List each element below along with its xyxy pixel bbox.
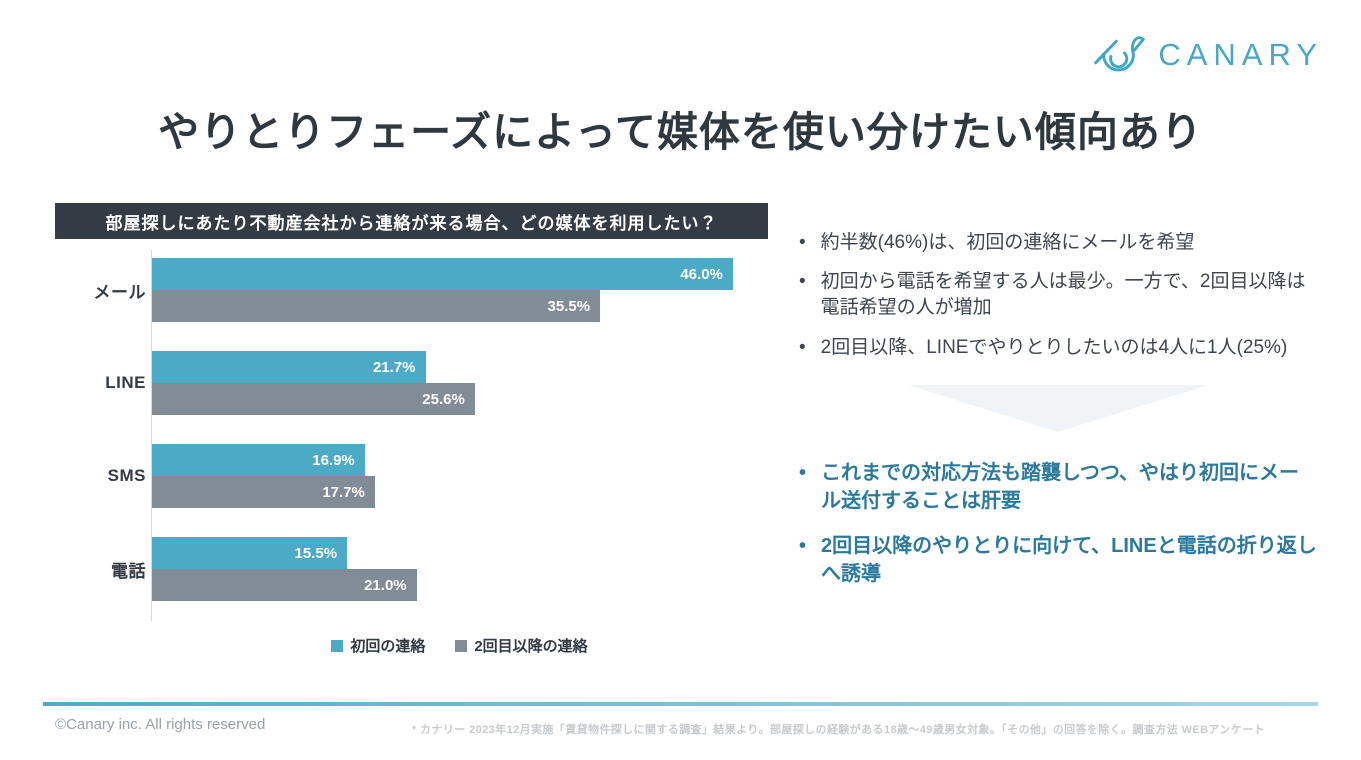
chart-row-mail: メール 46.0% 35.5% <box>55 258 768 322</box>
bullet-icon: • <box>799 232 806 253</box>
bar-value-label: 16.9% <box>312 451 355 469</box>
bar-followup-contact: 21.0% <box>151 569 417 601</box>
category-label: メール <box>93 282 146 302</box>
legend-label: 初回の連絡 <box>350 638 426 655</box>
bullet-icon: • <box>799 534 807 557</box>
category-label: LINE <box>105 373 146 392</box>
survey-note: * カナリー 2023年12月実施「賃貸物件探しに関する調査」結果より。部屋探し… <box>411 724 1265 736</box>
observation-text: 約半数(46%)は、初回の連絡にメールを希望 <box>820 232 1195 253</box>
bar-first-contact: 15.5% <box>151 537 348 569</box>
chart-plot-area: メール 46.0% 35.5% LINE 21.7% 25.6% SMS 16.… <box>55 250 768 621</box>
legend-swatch-icon <box>455 639 468 652</box>
chart-row-sms: SMS 16.9% 17.7% <box>55 444 768 508</box>
action-list: • これまでの対応方法も踏襲しつつ、やはり初回にメール送付することは肝要 • 2… <box>799 459 1317 588</box>
insights-panel: • 約半数(46%)は、初回の連絡にメールを希望 • 初回から電話を希望する人は… <box>799 230 1317 605</box>
observation-item: • 約半数(46%)は、初回の連絡にメールを希望 <box>799 230 1317 256</box>
action-item: • 2回目以降のやりとりに向けて、LINEと電話の折り返しへ誘導 <box>799 532 1317 588</box>
footer-divider <box>43 702 1318 706</box>
bar-value-label: 15.5% <box>294 544 338 562</box>
bar-value-label: 17.7% <box>322 483 365 501</box>
bullet-icon: • <box>799 336 806 358</box>
legend-label: 2回目以降の連絡 <box>474 638 588 655</box>
bar-value-label: 21.0% <box>364 576 407 594</box>
legend-item-first-contact: 初回の連絡 <box>331 635 425 656</box>
chart-legend: 初回の連絡 2回目以降の連絡 <box>151 635 768 656</box>
action-text: これまでの対応方法も踏襲しつつ、やはり初回にメール送付することは肝要 <box>821 461 1300 512</box>
observation-item: • 2回目以降、LINEでやりとりしたいのは4人に1人(25%) <box>799 335 1317 361</box>
bullet-icon: • <box>799 461 807 484</box>
bird-icon <box>1092 28 1146 81</box>
chart-question-header: 部屋探しにあたり不動産会社から連絡が来る場合、どの媒体を利用したい？ <box>55 203 768 239</box>
bar-chart: メール 46.0% 35.5% LINE 21.7% 25.6% SMS 16.… <box>55 250 768 656</box>
bar-first-contact: 46.0% <box>151 258 733 290</box>
category-label: SMS <box>107 466 146 485</box>
y-axis-line <box>151 250 152 621</box>
bar-first-contact: 21.7% <box>151 351 426 383</box>
observation-text: 2回目以降、LINEでやりとりしたいのは4人に1人(25%) <box>820 336 1288 358</box>
bullet-icon: • <box>799 271 806 293</box>
bar-value-label: 25.6% <box>422 390 465 408</box>
observation-item: • 初回から電話を希望する人は最少。一方で、2回目以降は電話希望の人が増加 <box>799 269 1317 321</box>
bar-value-label: 35.5% <box>547 297 591 315</box>
copyright-text: ©Canary inc. All rights reserved <box>55 716 266 733</box>
action-item: • これまでの対応方法も踏襲しつつ、やはり初回にメール送付することは肝要 <box>799 459 1317 515</box>
category-label: 電話 <box>111 561 146 581</box>
page-title: やりとりフェーズによって媒体を使い分けたい傾向あり <box>158 109 1203 155</box>
brand-name: CANARY <box>1158 36 1323 72</box>
canary-logo: CANARY <box>1092 28 1323 81</box>
observation-list: • 約半数(46%)は、初回の連絡にメールを希望 • 初回から電話を希望する人は… <box>799 230 1317 361</box>
chart-row-phone: 電話 15.5% 21.0% <box>55 537 768 601</box>
legend-item-followup-contact: 2回目以降の連絡 <box>455 635 588 656</box>
bar-value-label: 46.0% <box>680 265 723 283</box>
bar-group: 15.5% 21.0% <box>151 537 768 601</box>
bar-group: 46.0% 35.5% <box>151 258 768 322</box>
chart-row-line: LINE 21.7% 25.6% <box>55 351 768 415</box>
down-arrow-icon <box>908 384 1208 432</box>
bar-group: 16.9% 17.7% <box>151 444 768 508</box>
action-text: 2回目以降のやりとりに向けて、LINEと電話の折り返しへ誘導 <box>821 534 1317 585</box>
bar-followup-contact: 25.6% <box>151 383 475 415</box>
observation-text: 初回から電話を希望する人は最少。一方で、2回目以降は電話希望の人が増加 <box>820 271 1306 319</box>
bar-followup-contact: 35.5% <box>151 290 601 322</box>
bar-followup-contact: 17.7% <box>151 476 375 508</box>
legend-swatch-icon <box>331 639 344 652</box>
bar-first-contact: 16.9% <box>151 444 365 476</box>
bar-group: 21.7% 25.6% <box>151 351 768 415</box>
bar-value-label: 21.7% <box>372 358 416 376</box>
